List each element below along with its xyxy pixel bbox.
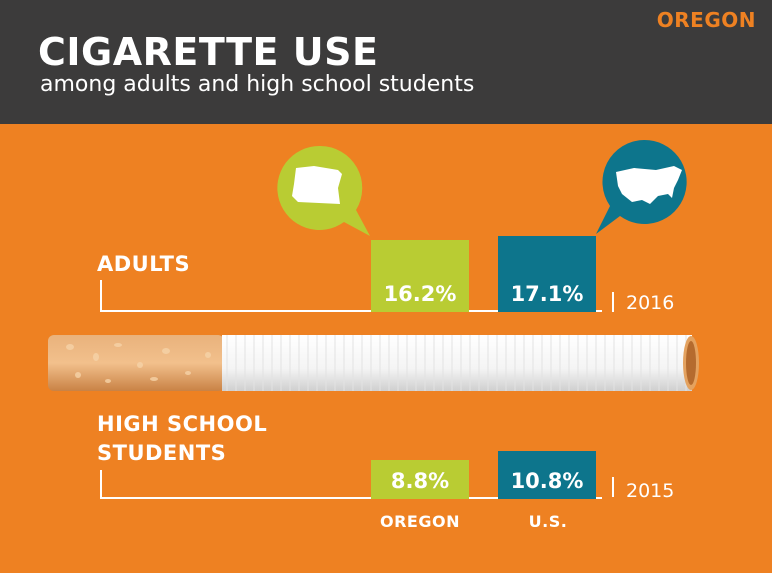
bar-hs-us: 10.8%: [498, 451, 596, 499]
adults-baseline: [100, 280, 602, 312]
bar-adults-us: 17.1%: [498, 236, 596, 312]
page-title: CIGARETTE USE: [38, 30, 379, 74]
col-label-us: U.S.: [528, 512, 568, 531]
bar-hs-oregon: 8.8%: [371, 460, 469, 499]
adults-year: 2016: [626, 292, 675, 314]
hs-year: 2015: [626, 480, 675, 502]
hs-baseline-right-tick: [612, 477, 614, 497]
bar-hs-us-label: 10.8%: [510, 469, 584, 493]
adults-baseline-right-tick: [612, 292, 614, 312]
page-subtitle: among adults and high school students: [40, 72, 475, 97]
hs-label-line2: STUDENTS: [97, 441, 227, 465]
bar-adults-oregon: 16.2%: [371, 240, 469, 312]
hs-label-line1: HIGH SCHOOL: [97, 412, 268, 436]
cigarette-paper: [222, 335, 692, 391]
header: OREGON CIGARETTE USE among adults and hi…: [0, 0, 772, 124]
bar-adults-us-label: 17.1%: [510, 282, 584, 306]
oregon-state-map-icon: [292, 166, 342, 204]
col-label-oregon: OREGON: [380, 512, 460, 531]
hs-baseline: [100, 470, 602, 499]
us-map-icon: [616, 166, 682, 204]
adults-label: ADULTS: [97, 252, 191, 276]
hs-label: HIGH SCHOOL STUDENTS: [97, 410, 267, 468]
cigarette-filter: [48, 335, 224, 391]
oregon-bubble: [277, 145, 370, 236]
bar-hs-oregon-label: 8.8%: [390, 469, 450, 493]
state-tag: OREGON: [656, 8, 756, 32]
us-bubble: [596, 139, 687, 234]
cigarette-illustration: [48, 335, 699, 391]
bar-adults-oregon-label: 16.2%: [383, 282, 457, 306]
